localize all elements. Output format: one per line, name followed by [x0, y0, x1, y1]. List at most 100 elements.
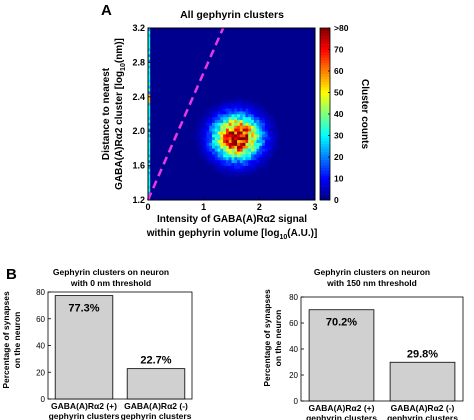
- heatmap-cell: [253, 128, 257, 132]
- heatmap-cell: [259, 139, 263, 143]
- heatmap-cell: [212, 162, 216, 166]
- heatmap-cell: [253, 105, 257, 109]
- heatmap-cell: [212, 136, 216, 141]
- heatmap-cell: [220, 105, 224, 109]
- heatmap-cell: [209, 145, 213, 149]
- heatmap-cell: [273, 122, 277, 126]
- heatmap-cell: [231, 145, 235, 149]
- heatmap-cell: [200, 122, 204, 126]
- heatmap-cell: [259, 122, 263, 126]
- heatmap-cell: [245, 136, 249, 141]
- heatmap-cell: [209, 111, 213, 115]
- heatmap-cell: [195, 145, 199, 149]
- heatmap-cell: [239, 162, 243, 166]
- heatmap-edge-cell: [148, 85, 151, 89]
- heatmap-cell: [206, 145, 210, 149]
- heatmap-cell: [228, 159, 232, 164]
- heatmap-cell: [245, 99, 249, 103]
- heatmap-cell: [214, 128, 218, 132]
- heatmap-cell: [206, 139, 210, 143]
- colorbar-segment: [320, 108, 330, 112]
- heatmap-cell: [253, 134, 257, 138]
- heatmap-cell: [239, 131, 243, 135]
- heatmap-cell: [223, 145, 227, 149]
- heatmap-cell: [217, 128, 221, 132]
- heatmap-cell: [198, 148, 202, 152]
- heatmap-edge-cell: [148, 39, 151, 43]
- heatmap-cell: [203, 145, 207, 149]
- heatmap-cell: [270, 148, 274, 152]
- heatmap-cell: [253, 116, 257, 121]
- heatmap-edge-cell: [148, 171, 151, 175]
- colorbar-segment: [320, 178, 330, 182]
- heatmap-cell: [250, 128, 255, 132]
- heatmap-cell: [228, 142, 232, 146]
- heatmap-cell: [239, 105, 243, 109]
- heatmap-cell: [248, 134, 252, 138]
- heatmap-cell: [223, 125, 227, 129]
- bar1-category-label: gephyrin clusters: [387, 413, 458, 420]
- heatmap-cell: [250, 114, 255, 118]
- heatmap-cell: [237, 165, 241, 169]
- heatmap-cell: [256, 162, 260, 166]
- bar-chart-150nm: Gephyrin clusters on neuron with 150 nm …: [262, 267, 464, 420]
- heatmap-cell: [234, 168, 238, 172]
- heatmap-cell: [245, 102, 249, 106]
- heatmap-cell: [214, 151, 218, 155]
- heatmap-cell: [239, 119, 243, 123]
- heatmap-cell: [270, 134, 274, 138]
- heatmap-cell: [214, 122, 218, 126]
- heatmap-cell: [259, 162, 263, 166]
- colorbar-segment: [320, 162, 330, 166]
- heatmap-cell: [273, 142, 277, 146]
- heatmap-cell: [225, 168, 230, 172]
- heatmap-cell: [203, 116, 207, 121]
- heatmap-cell: [217, 168, 221, 172]
- heatmap-x-label-line2-sub: 10: [279, 234, 287, 241]
- heatmap-edge-cell: [148, 179, 151, 184]
- colorbar-ticks: 0 10 20 30 40 50 60 70 >80: [328, 23, 349, 205]
- heatmap-cell: [250, 151, 255, 155]
- heatmap-cell: [267, 142, 271, 146]
- heatmap-cell: [267, 119, 271, 123]
- heatmap-cell: [203, 111, 207, 115]
- heatmap-cell: [250, 154, 255, 158]
- heatmap-cell: [200, 114, 204, 118]
- heatmap-cell: [228, 125, 232, 129]
- heatmap-cell: [242, 114, 246, 118]
- heatmap-cell: [220, 122, 224, 126]
- heatmap-cell: [267, 128, 271, 132]
- heatmap-edge-cell: [148, 128, 151, 132]
- heatmap-cell: [217, 105, 221, 109]
- colorbar-segment: [320, 189, 330, 193]
- heatmap-edge-cell: [148, 88, 151, 92]
- heatmap-cell: [248, 128, 252, 132]
- heatmap-cell: [217, 131, 221, 135]
- heatmap-cell: [209, 116, 213, 121]
- heatmap-cell: [267, 116, 271, 121]
- bar0-y-label-line2: on the neuron: [12, 312, 22, 369]
- heatmap-cell: [223, 131, 227, 135]
- heatmap-cell: [231, 151, 235, 155]
- heatmap-cell: [214, 159, 218, 164]
- heatmap-cell: [212, 108, 216, 112]
- heatmap-x-tick-label: 0: [145, 202, 150, 212]
- heatmap-cell: [217, 142, 221, 146]
- colorbar-segment: [320, 36, 330, 40]
- heatmap-cell: [234, 148, 238, 152]
- heatmap-cell: [228, 116, 232, 121]
- heatmap-edge-cell: [148, 134, 151, 138]
- heatmap-cell: [242, 111, 246, 115]
- heatmap-cell: [267, 159, 271, 164]
- heatmap-cell: [225, 102, 230, 106]
- heatmap-cell: [259, 136, 263, 141]
- heatmap-cell: [225, 154, 230, 158]
- heatmap-cell: [223, 154, 227, 158]
- heatmap-cell: [209, 154, 213, 158]
- heatmap-cell: [209, 159, 213, 164]
- heatmap-cell: [248, 99, 252, 103]
- heatmap-cell: [239, 125, 243, 129]
- heatmap-cell: [264, 157, 268, 161]
- heatmap-cell: [228, 154, 232, 158]
- heatmap-cell: [231, 174, 235, 178]
